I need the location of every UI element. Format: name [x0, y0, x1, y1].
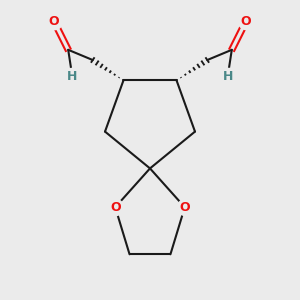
Text: O: O [179, 201, 190, 214]
Text: H: H [223, 70, 233, 83]
Text: O: O [110, 201, 121, 214]
Text: H: H [67, 70, 77, 83]
Text: O: O [49, 15, 59, 28]
Text: O: O [241, 15, 251, 28]
